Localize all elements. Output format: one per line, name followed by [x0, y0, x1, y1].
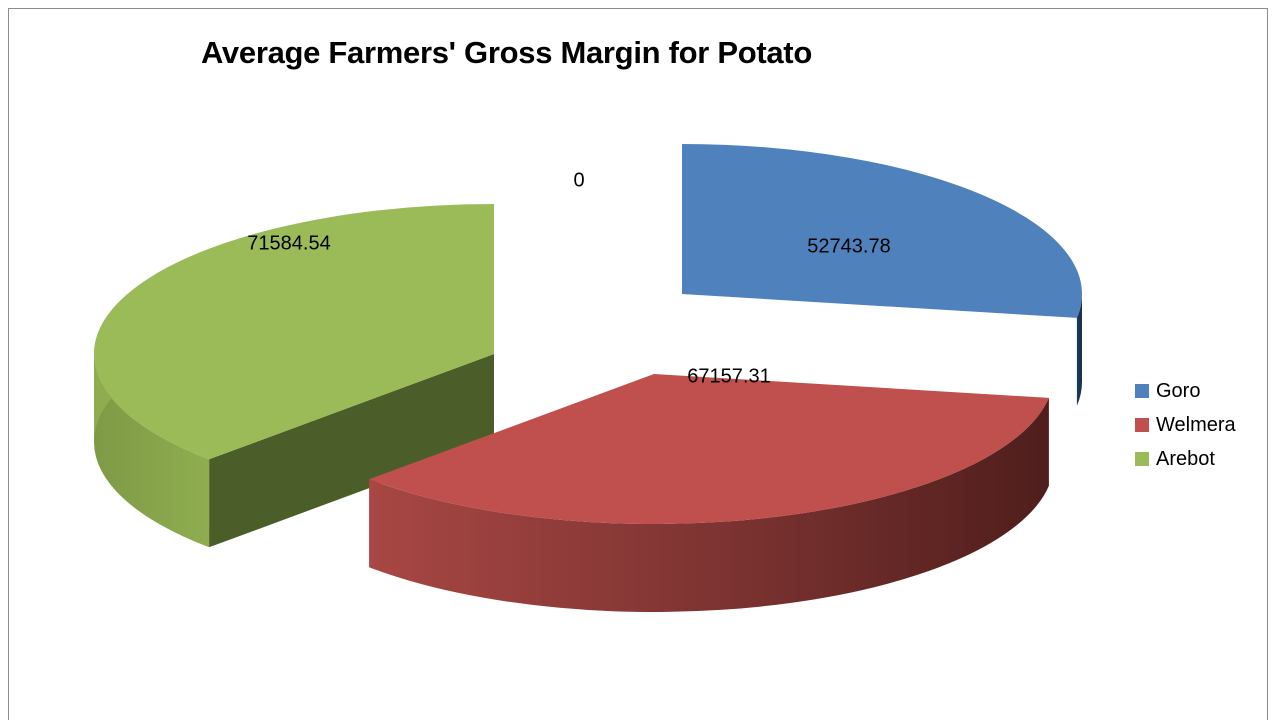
legend-swatch — [1135, 418, 1149, 432]
legend: Goro Welmera Arebot — [1135, 374, 1236, 476]
data-label-zero: 0 — [573, 169, 584, 191]
legend-item-welmera: Welmera — [1135, 408, 1236, 442]
slice-outer-wall — [94, 354, 210, 548]
data-label-welmera: 67157.31 — [687, 365, 770, 387]
slice-side-wall — [209, 354, 495, 548]
legend-label: Welmera — [1156, 413, 1236, 436]
slice-outer-wall — [369, 397, 1049, 612]
pie-chart: 0 52743.78 67157.31 71584.54 — [93, 144, 1082, 612]
data-label-goro: 52743.78 — [807, 235, 890, 257]
chart-title: Average Farmers' Gross Margin for Potato — [201, 35, 812, 70]
slice-top-welmera — [369, 374, 1049, 524]
legend-item-goro: Goro — [1135, 374, 1236, 408]
legend-item-arebot: Arebot — [1135, 442, 1236, 476]
data-label-arebot: 71584.54 — [247, 232, 330, 254]
legend-label: Arebot — [1156, 447, 1215, 470]
slice-top-goro — [682, 144, 1082, 318]
pie-slice-goro — [682, 144, 1082, 406]
legend-swatch — [1135, 452, 1149, 466]
chart-frame: Average Farmers' Gross Margin for Potato… — [8, 8, 1268, 720]
pie-slice-arebot — [93, 204, 495, 548]
slice-outer-wall — [1076, 294, 1082, 406]
pie-slice-welmera — [369, 374, 1049, 612]
legend-swatch — [1135, 384, 1149, 398]
legend-label: Goro — [1156, 379, 1201, 402]
slice-top-arebot — [93, 204, 494, 460]
